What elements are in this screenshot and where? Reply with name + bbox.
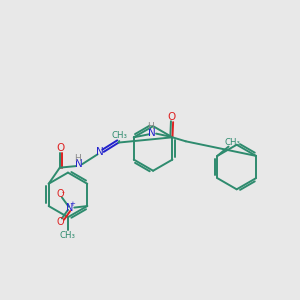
Text: -: - — [62, 188, 64, 197]
Text: CH₃: CH₃ — [225, 138, 241, 147]
Text: O: O — [56, 143, 64, 154]
Text: O: O — [56, 217, 64, 227]
Text: O: O — [56, 189, 64, 199]
Text: H: H — [147, 122, 154, 131]
Text: N: N — [66, 203, 74, 213]
Text: N: N — [97, 147, 104, 157]
Text: H: H — [74, 154, 81, 163]
Text: +: + — [70, 201, 76, 207]
Text: O: O — [167, 112, 176, 122]
Text: CH₃: CH₃ — [60, 231, 76, 240]
Text: N: N — [75, 159, 83, 169]
Text: CH₃: CH₃ — [111, 131, 127, 140]
Text: N: N — [148, 128, 156, 138]
